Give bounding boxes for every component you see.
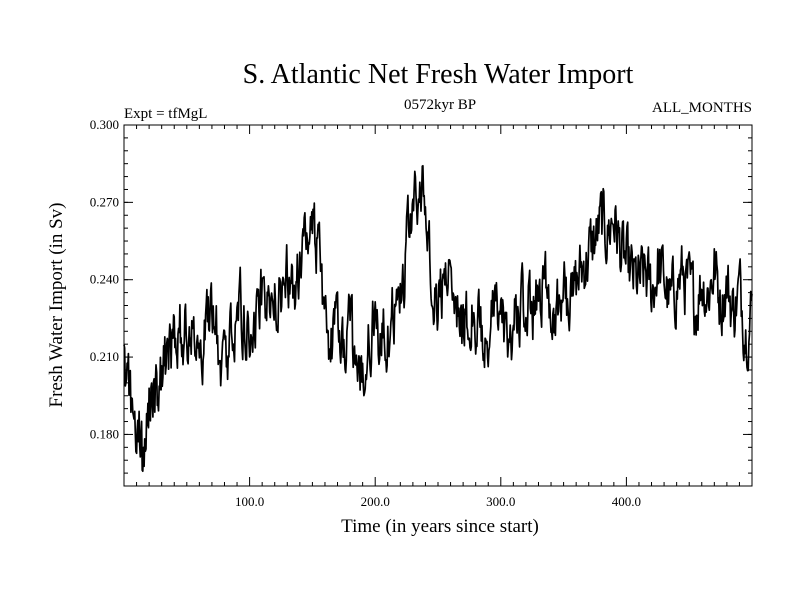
chart-title: S. Atlantic Net Fresh Water Import: [243, 59, 634, 90]
y-tick-labels: 0.180 0.210 0.240 0.270 0.300: [90, 117, 119, 441]
experiment-label: Expt = tfMgL: [124, 106, 207, 122]
y-tick-label: 0.180: [90, 426, 119, 441]
x-tick-label: 300.0: [486, 494, 515, 509]
y-axis-label: Fresh Water Import (in Sv): [46, 203, 67, 408]
x-tick-label: 100.0: [235, 494, 264, 509]
plot-frame: [123, 124, 753, 487]
x-axis-label: Time (in years since start): [341, 516, 539, 537]
x-tick-label: 400.0: [612, 494, 641, 509]
y-tick-label: 0.270: [90, 194, 119, 209]
series-line: [123, 164, 753, 473]
x-tick-label: 200.0: [361, 494, 390, 509]
y-tick-label: 0.210: [90, 349, 119, 364]
axis-ticks: [124, 124, 752, 487]
y-tick-label: 0.240: [90, 272, 119, 287]
y-tick-label: 0.300: [90, 117, 119, 132]
months-label: ALL_MONTHS: [652, 100, 752, 116]
x-tick-labels: 100.0 200.0 300.0 400.0: [235, 494, 641, 509]
epoch-label: 0572kyr BP: [404, 97, 476, 113]
